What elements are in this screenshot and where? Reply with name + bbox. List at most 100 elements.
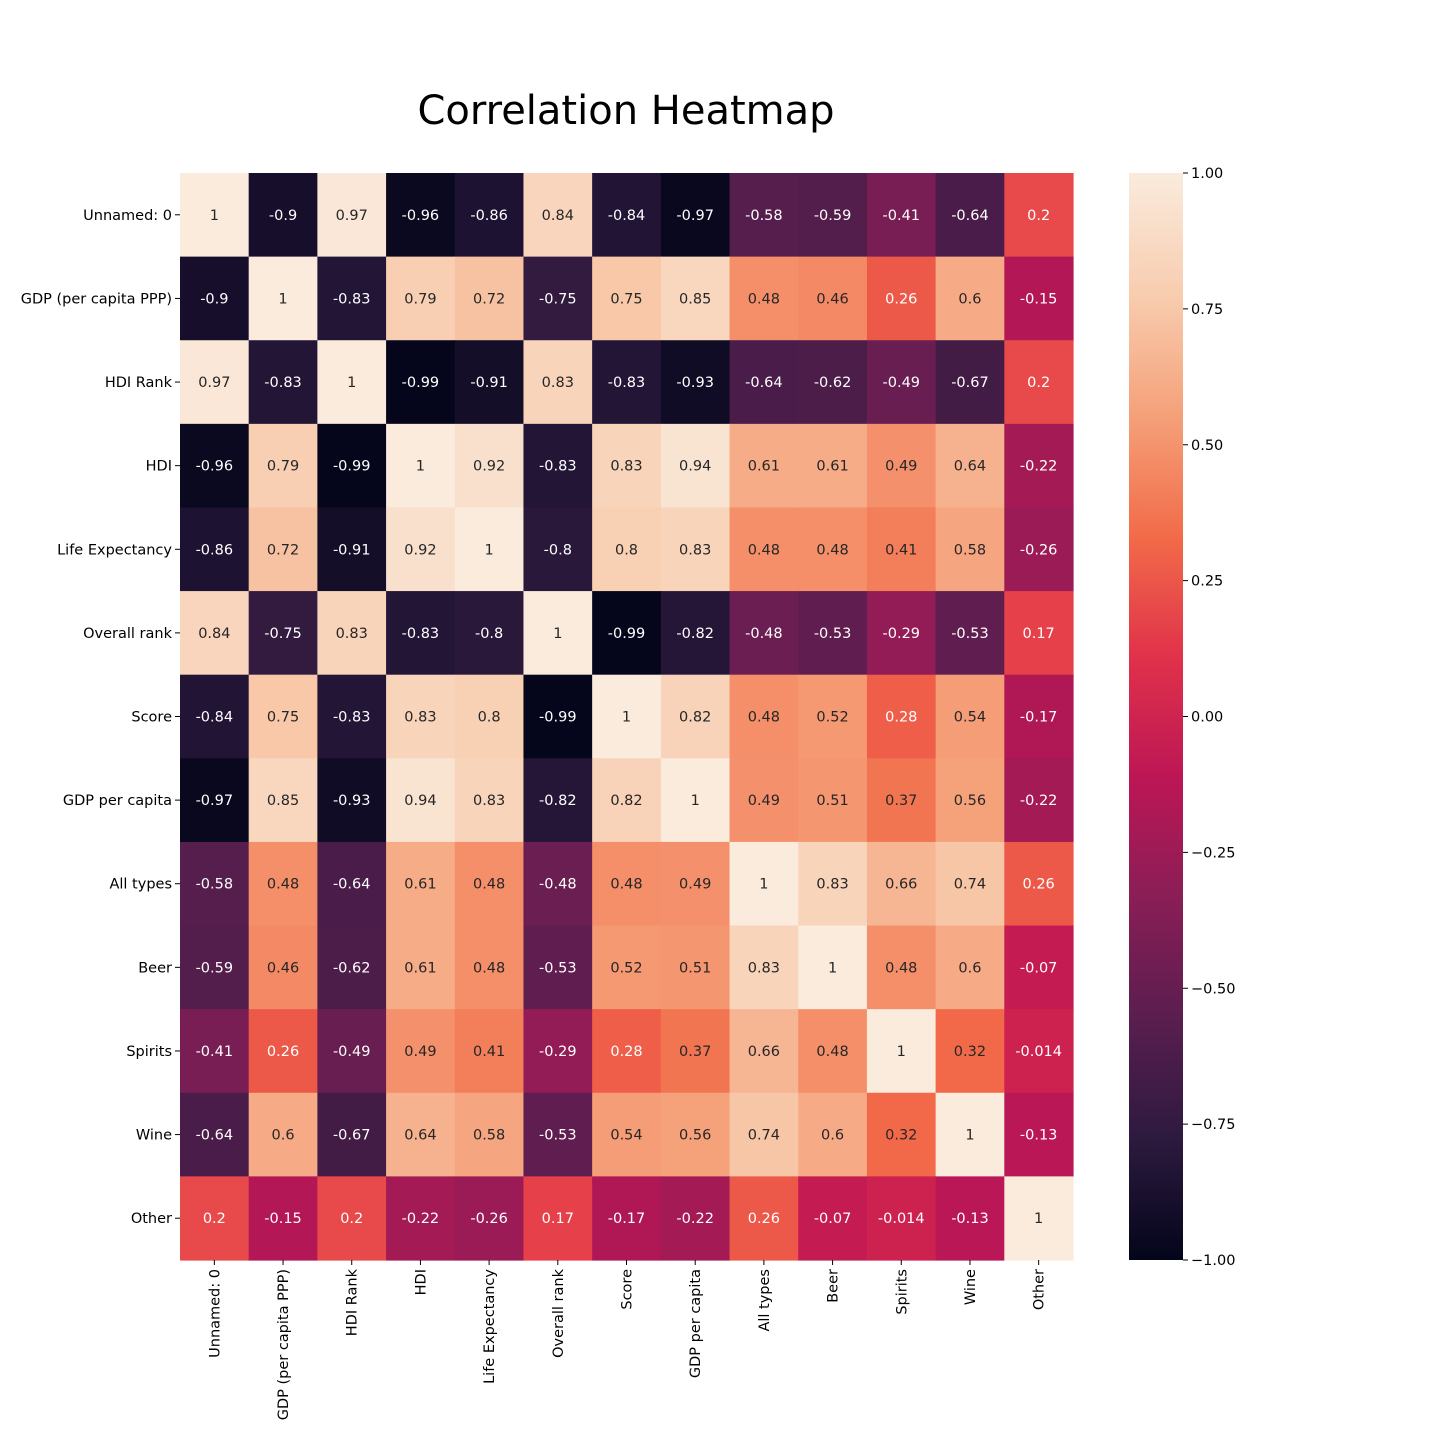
cell-value-label: 0.48 <box>473 877 505 893</box>
cell-value-label: -0.29 <box>539 1044 577 1060</box>
cell-value-label: -0.29 <box>883 626 921 642</box>
cell-value-label: 0.94 <box>404 793 436 809</box>
heatmap-cell <box>180 758 250 843</box>
cell-value-label: -0.67 <box>951 375 989 391</box>
heatmap-cell <box>248 758 318 843</box>
heatmap-cell <box>454 256 525 341</box>
heatmap-cell <box>592 507 662 592</box>
x-tick-label: Beer <box>826 1269 842 1303</box>
cell-value-label: 0.97 <box>336 208 368 224</box>
heatmap-cell <box>1004 256 1074 341</box>
cell-value-label: 0.49 <box>404 1044 436 1060</box>
heatmap-cell <box>866 1092 937 1177</box>
heatmap-cell <box>729 925 799 1010</box>
y-tick-label: Overall rank <box>83 626 172 642</box>
cell-value-label: -0.17 <box>1020 710 1058 726</box>
cell-value-label: 0.48 <box>885 960 917 976</box>
x-tick-label: Overall rank <box>551 1268 567 1357</box>
cell-value-label: -0.75 <box>264 626 302 642</box>
cell-value-label: -0.49 <box>883 375 921 391</box>
cell-value-label: 0.49 <box>748 793 780 809</box>
heatmap-cell <box>592 1009 662 1094</box>
cell-value-label: 0.2 <box>340 1211 363 1227</box>
heatmap-cell <box>1004 1009 1074 1094</box>
heatmap-cell <box>180 423 250 509</box>
heatmap-cell <box>592 173 662 258</box>
cell-value-label: 0.2 <box>1027 208 1050 224</box>
cell-value-label: 0.51 <box>679 960 711 976</box>
heatmap-cell <box>248 423 318 509</box>
cell-value-label: 1 <box>416 459 425 475</box>
cell-value-label: -0.014 <box>1015 1044 1062 1060</box>
heatmap-cell <box>386 1092 456 1177</box>
heatmap-cell <box>454 507 525 592</box>
cell-value-label: -0.96 <box>196 459 234 475</box>
heatmap-cell <box>660 423 731 509</box>
colorbar-gradient <box>1129 173 1183 1260</box>
heatmap-cell <box>798 1092 868 1177</box>
heatmap-cell <box>248 1092 318 1177</box>
heatmap-cell <box>729 674 799 759</box>
cell-value-label: 0.92 <box>473 459 505 475</box>
cell-value-label: -0.9 <box>200 291 228 307</box>
cell-value-label: -0.96 <box>402 208 440 224</box>
cell-value-label: 0.83 <box>542 375 574 391</box>
cell-value-label: 0.26 <box>748 1211 780 1227</box>
heatmap-cell <box>866 423 937 509</box>
y-tick-label: HDI Rank <box>105 375 173 391</box>
heatmap-cell <box>935 1092 1005 1177</box>
heatmap-cell <box>729 423 799 509</box>
heatmap-cell <box>523 758 593 843</box>
heatmap-cell <box>798 256 868 341</box>
heatmap-cell <box>592 591 662 676</box>
heatmap-cell <box>935 1176 1005 1261</box>
heatmap-cell <box>935 340 1005 425</box>
heatmap-cell <box>592 758 662 843</box>
cell-value-label: 0.64 <box>404 1128 436 1144</box>
cell-value-label: -0.99 <box>333 459 371 475</box>
heatmap-cell <box>798 591 868 676</box>
heatmap-cell <box>317 1009 387 1094</box>
cell-value-label: 0.48 <box>610 877 642 893</box>
y-tick-label: Beer <box>138 960 172 976</box>
colorbar-tick-label: 0.75 <box>1191 302 1223 318</box>
cell-value-label: 0.8 <box>615 542 638 558</box>
heatmap-cell <box>523 1176 593 1261</box>
cell-value-label: -0.62 <box>814 375 852 391</box>
cell-value-label: 1 <box>278 291 287 307</box>
heatmap-cell <box>866 507 937 592</box>
cell-value-label: 0.6 <box>958 960 981 976</box>
heatmap-cell <box>1004 1176 1074 1261</box>
heatmap-cell <box>454 423 525 509</box>
heatmap-cell <box>660 591 731 676</box>
heatmap-cell <box>660 340 731 425</box>
heatmap-cell <box>935 758 1005 843</box>
colorbar: 1.00 0.75 0.50 0.25 0.00 −0.25 −0.50 −0.75 −1.00 <box>1129 166 1235 1269</box>
heatmap-cell <box>454 925 525 1010</box>
cell-value-label: 0.37 <box>885 793 917 809</box>
cell-value-label: 0.83 <box>610 459 642 475</box>
heatmap-cell <box>729 841 799 927</box>
heatmap-cell <box>248 507 318 592</box>
heatmap-cell <box>935 423 1005 509</box>
heatmap-cell <box>729 1176 799 1261</box>
x-tick-label: Unnamed: 0 <box>207 1269 223 1358</box>
heatmap-cell <box>180 591 250 676</box>
cell-value-label: -0.26 <box>1020 542 1058 558</box>
heatmap-cell <box>592 925 662 1010</box>
cell-value-label: 0.17 <box>1023 626 1055 642</box>
x-tick-label: HDI <box>413 1269 429 1295</box>
cell-value-label: 0.83 <box>404 710 436 726</box>
heatmap-cell <box>523 674 593 759</box>
heatmap-cell <box>317 507 387 592</box>
heatmap-cell <box>1004 173 1074 258</box>
heatmap-cell <box>317 758 387 843</box>
cell-value-label: -0.07 <box>814 1211 852 1227</box>
heatmap-cell <box>248 841 318 927</box>
cell-value-label: 0.28 <box>610 1044 642 1060</box>
cell-value-label: 0.46 <box>267 960 299 976</box>
cell-value-label: -0.22 <box>676 1211 714 1227</box>
cell-value-label: -0.97 <box>196 793 234 809</box>
cell-value-label: -0.83 <box>333 710 371 726</box>
heatmap-cell <box>248 1176 318 1261</box>
